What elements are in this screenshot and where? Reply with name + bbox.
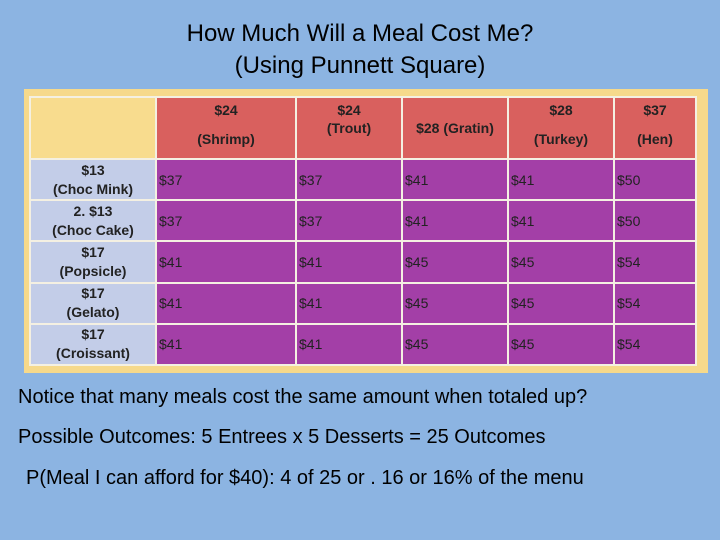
total-cell: $41	[507, 199, 615, 243]
total-cell: $41	[155, 281, 297, 325]
total-cell: $45	[507, 281, 615, 325]
dessert-name: (Choc Mink)	[52, 180, 134, 197]
title-line-2: (Using Punnett Square)	[234, 52, 486, 79]
dessert-name: (Choc Cake)	[52, 221, 134, 238]
total-cell: $37	[155, 157, 297, 202]
total-cell: $41	[507, 157, 615, 202]
entree-price: $24	[214, 102, 238, 118]
dessert-price: 2. $13	[73, 202, 113, 219]
total-cell: $45	[401, 281, 509, 325]
note-line-2: Possible Outcomes: 5 Entrees x 5 Dessert…	[18, 426, 546, 448]
entree-header-row: $24 (Shrimp) $24 (Trout) $28 (Gratin) $2…	[29, 96, 697, 160]
total-cell: $41	[155, 322, 297, 367]
dessert-header: $17 (Popsicle)	[29, 240, 157, 284]
total-cell: $37	[155, 199, 297, 243]
dessert-row: $17 (Popsicle) $41 $41 $45 $45 $54	[29, 240, 697, 284]
total-cell: $45	[401, 322, 509, 367]
dessert-row: $17 (Gelato) $41 $41 $45 $45 $54	[29, 281, 697, 325]
entree-price: $37	[643, 102, 667, 118]
total-cell: $45	[507, 322, 615, 367]
dessert-row: $13 (Choc Mink) $37 $37 $41 $41 $50	[29, 157, 697, 202]
dessert-row: 2. $13 (Choc Cake) $37 $37 $41 $41 $50	[29, 199, 697, 243]
entree-header: $37 (Hen)	[613, 96, 697, 160]
slide-title: How Much Will a Meal Cost Me? (Using Pun…	[0, 18, 720, 82]
dessert-price: $17	[81, 326, 105, 343]
dessert-name: (Gelato)	[66, 304, 120, 321]
dessert-header: $17 (Croissant)	[29, 322, 157, 367]
total-cell: $37	[295, 157, 403, 202]
total-cell: $41	[401, 157, 509, 202]
dessert-header: $13 (Choc Mink)	[29, 157, 157, 202]
total-cell: $41	[295, 240, 403, 284]
corner-cell	[29, 96, 157, 160]
entree-name: (Trout)	[326, 120, 372, 136]
total-cell: $45	[507, 240, 615, 284]
title-line-1: How Much Will a Meal Cost Me?	[186, 20, 534, 47]
total-cell: $41	[155, 240, 297, 284]
entree-header: $24 (Shrimp)	[155, 96, 297, 160]
entree-price: $28	[549, 102, 573, 118]
notes-block: Notice that many meals cost the same amo…	[18, 386, 718, 490]
dessert-price: $13	[81, 161, 105, 178]
note-line-1: Notice that many meals cost the same amo…	[18, 386, 588, 408]
total-cell: $54	[613, 240, 697, 284]
total-cell: $54	[613, 322, 697, 367]
punnett-square-table: $24 (Shrimp) $24 (Trout) $28 (Gratin) $2…	[29, 96, 697, 367]
note-line-3: P(Meal I can afford for $40): 4 of 25 or…	[26, 467, 584, 489]
total-cell: $37	[295, 199, 403, 243]
entree-header: $28 (Turkey)	[507, 96, 615, 160]
dessert-header: 2. $13 (Choc Cake)	[29, 199, 157, 243]
total-cell: $41	[295, 281, 403, 325]
dessert-header: $17 (Gelato)	[29, 281, 157, 325]
total-cell: $50	[613, 157, 697, 202]
dessert-name: (Croissant)	[56, 345, 130, 362]
entree-name: (Hen)	[637, 131, 673, 147]
dessert-price: $17	[81, 243, 105, 260]
entree-name: (Turkey)	[533, 131, 589, 147]
entree-header: $28 (Gratin)	[401, 96, 509, 160]
total-cell: $54	[613, 281, 697, 325]
dessert-price: $17	[81, 285, 105, 302]
entree-price: $24	[337, 102, 361, 118]
total-cell: $50	[613, 199, 697, 243]
total-cell: $45	[401, 240, 509, 284]
dessert-row: $17 (Croissant) $41 $41 $45 $45 $54	[29, 322, 697, 367]
total-cell: $41	[295, 322, 403, 367]
entree-label: $28 (Gratin)	[416, 120, 494, 136]
total-cell: $41	[401, 199, 509, 243]
punnett-square-frame: $24 (Shrimp) $24 (Trout) $28 (Gratin) $2…	[24, 89, 708, 373]
entree-name: (Shrimp)	[197, 131, 255, 147]
entree-header: $24 (Trout)	[295, 96, 403, 160]
dessert-name: (Popsicle)	[59, 262, 127, 279]
